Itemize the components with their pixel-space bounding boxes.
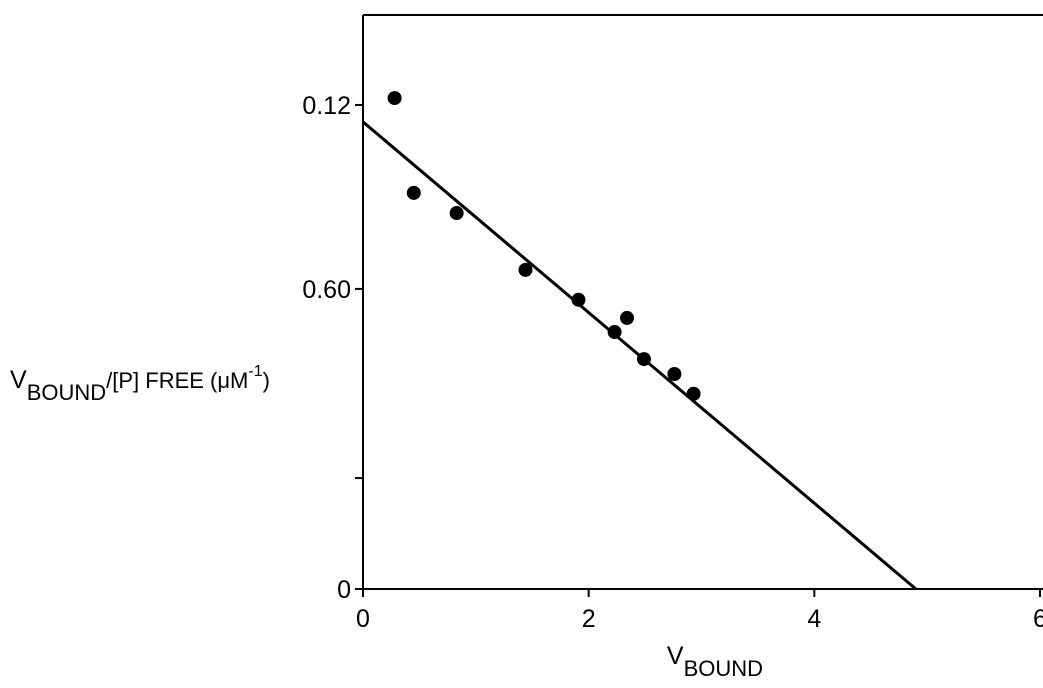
- y-tick-label: 0: [337, 576, 351, 604]
- y-tick-label: 0.12: [302, 92, 351, 120]
- y-label-main: V: [10, 366, 27, 394]
- data-point: [387, 91, 402, 106]
- x-label-sub: BOUND: [684, 656, 763, 681]
- y-label-sup: -1: [248, 363, 262, 380]
- data-point: [449, 206, 464, 221]
- y-label-end: ): [263, 368, 270, 393]
- x-tick-label: 0: [356, 605, 370, 633]
- y-tick-label: 0.60: [302, 276, 351, 304]
- data-point: [518, 262, 533, 277]
- data-point: [406, 185, 421, 200]
- x-tick-label: 4: [807, 605, 821, 633]
- x-tick-label: 6: [1033, 605, 1043, 633]
- y-axis-label: VBOUND/[P] FREE (μM-1): [10, 363, 270, 405]
- fit-line: [362, 120, 917, 591]
- x-tick-label: 2: [582, 605, 596, 633]
- y-label-middle: /[P] FREE (μM: [106, 368, 248, 393]
- x-axis-label: VBOUND: [667, 642, 763, 681]
- data-point: [667, 367, 682, 382]
- y-label-sub: BOUND: [27, 380, 106, 405]
- x-label-main: V: [667, 642, 684, 670]
- data-point: [620, 310, 635, 325]
- data-point: [571, 292, 586, 307]
